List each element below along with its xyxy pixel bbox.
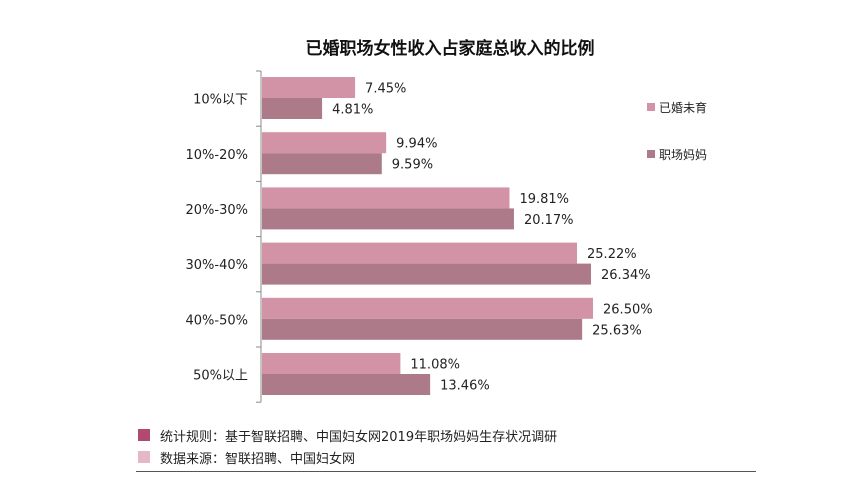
- data-label-series-1: 7.45%: [365, 82, 406, 97]
- legend-swatch-series-1: [647, 103, 655, 111]
- data-label-series-1: 19.81%: [519, 192, 569, 207]
- data-label-series-2: 13.46%: [440, 379, 490, 394]
- legend-label-series-2: 职场妈妈: [659, 148, 707, 162]
- data-label-series-2: 4.81%: [332, 103, 373, 118]
- bar-series-1: [262, 187, 510, 209]
- bar-series-2: [262, 318, 583, 340]
- data-label-series-2: 20.17%: [524, 213, 574, 228]
- note-data-source: 数据来源：智联招聘、中国妇女网: [138, 446, 758, 468]
- bar-series-1: [262, 132, 387, 154]
- bar-series-1: [262, 353, 401, 374]
- category-label: 20%-30%: [186, 203, 248, 218]
- y-axis-ticks: [256, 70, 261, 403]
- bar-series-1: [262, 77, 356, 98]
- data-label-series-1: 26.50%: [603, 302, 653, 317]
- bar-series-2: [262, 263, 592, 285]
- bar-series-2: [262, 153, 382, 175]
- bar-series-2: [262, 374, 431, 395]
- note-data-source-text: 数据来源：智联招聘、中国妇女网: [160, 451, 356, 467]
- data-label-series-2: 9.59%: [392, 158, 433, 173]
- bar-series-1: [262, 242, 578, 264]
- note-swatch-light: [138, 451, 150, 463]
- note-statistics-rule-text: 统计规则：基于智联招聘、中国妇女网2019年职场妈妈生存状况调研: [160, 429, 558, 445]
- legend: 已婚未育 职场妈妈: [647, 100, 707, 162]
- category-label: 30%-40%: [186, 258, 248, 273]
- data-label-series-2: 26.34%: [601, 268, 651, 283]
- bottom-divider: [136, 471, 756, 472]
- data-label-series-1: 11.08%: [410, 358, 460, 373]
- legend-swatch-series-2: [647, 150, 655, 158]
- data-label-series-2: 25.63%: [592, 323, 642, 338]
- bar-chart: 已婚职场女性收入占家庭总收入的比例 10%以下 7.45% 4.81% 10%-20%…: [186, 38, 707, 403]
- note-statistics-rule: 统计规则：基于智联招聘、中国妇女网2019年职场妈妈生存状况调研: [138, 424, 758, 446]
- category-label: 10%以下: [193, 93, 248, 108]
- data-label-series-1: 9.94%: [396, 137, 437, 152]
- data-label-series-1: 25.22%: [587, 247, 637, 262]
- labels-layer: 10%以下 7.45% 4.81% 10%-20% 9.94% 9.59% 20%-30% 1…: [186, 82, 653, 394]
- note-swatch-dark: [138, 429, 150, 441]
- category-label: 50%以上: [193, 369, 248, 384]
- category-label: 40%-50%: [186, 313, 248, 328]
- bar-series-2: [262, 98, 323, 119]
- bar-series-2: [262, 208, 514, 230]
- chart-notes: 统计规则：基于智联招聘、中国妇女网2019年职场妈妈生存状况调研 数据来源：智联…: [138, 424, 758, 468]
- chart-title: 已婚职场女性收入占家庭总收入的比例: [306, 38, 595, 59]
- category-label: 10%-20%: [186, 148, 248, 163]
- bars-layer: [262, 77, 594, 395]
- bar-series-1: [262, 297, 594, 319]
- legend-label-series-1: 已婚未育: [659, 100, 707, 115]
